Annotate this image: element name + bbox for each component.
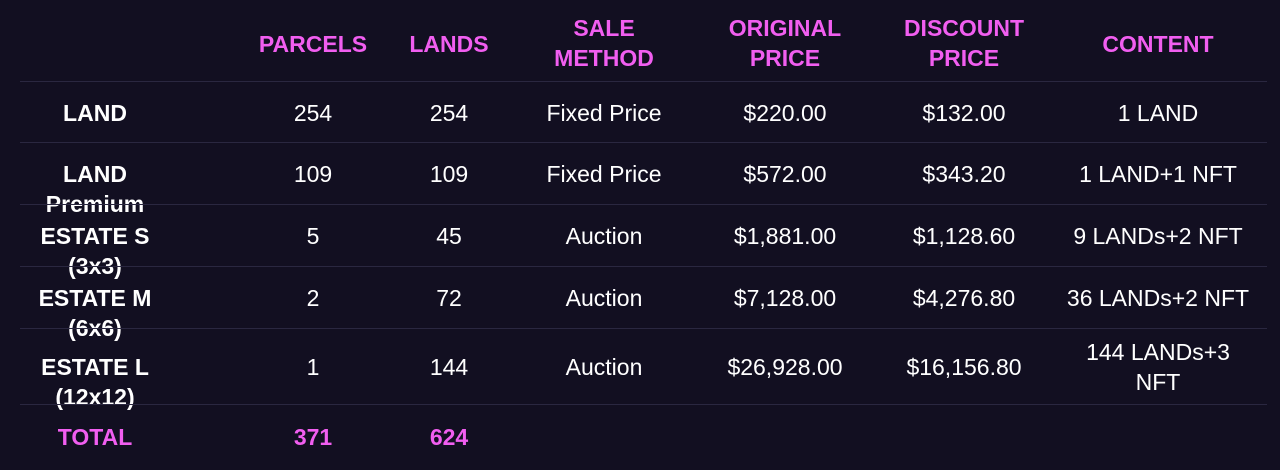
table-row: LAND Premium 109 109 Fixed Price $572.00…: [0, 143, 1280, 217]
header-lands: LANDS: [409, 31, 489, 57]
lands-cell: 144: [429, 354, 469, 380]
content-cell: 36 LANDs+2 NFT: [1066, 285, 1250, 311]
parcels-cell: 254: [293, 100, 333, 126]
total-lands: 624: [429, 424, 469, 450]
content-cell: 144 LANDs+3 NFT: [1086, 339, 1230, 395]
content-cell: 1 LAND+1 NFT: [1079, 161, 1237, 187]
content-cell: 1 LAND: [1117, 100, 1199, 126]
parcels-cell: 5: [306, 223, 320, 249]
sale-method-cell: Auction: [565, 354, 643, 380]
header-sale-method: SALE METHOD: [554, 15, 654, 71]
table-row: LAND 254 254 Fixed Price $220.00 $132.00…: [0, 82, 1280, 143]
lands-cell: 109: [429, 161, 469, 187]
table-row: ESTATE S (3x3) 5 45 Auction $1,881.00 $1…: [0, 205, 1280, 279]
original-price-cell: $7,128.00: [733, 285, 837, 311]
row-label: ESTATE S (3x3): [40, 223, 150, 279]
total-label: TOTAL: [57, 424, 133, 450]
total-parcels: 371: [293, 424, 333, 450]
discount-price-cell: $132.00: [922, 100, 1006, 126]
row-label: LAND: [63, 100, 127, 126]
table-row: ESTATE L (12x12) 1 144 Auction $26,928.0…: [0, 329, 1280, 410]
sale-method-cell: Fixed Price: [546, 161, 662, 187]
row-label: ESTATE L (12x12): [41, 354, 149, 410]
original-price-cell: $220.00: [743, 100, 827, 126]
discount-price-cell: $4,276.80: [912, 285, 1016, 311]
discount-price-cell: $16,156.80: [906, 354, 1022, 380]
sale-method-cell: Fixed Price: [546, 100, 662, 126]
header-original-price: ORIGINAL PRICE: [728, 15, 842, 71]
parcels-cell: 1: [306, 354, 320, 380]
content-cell: 9 LANDs+2 NFT: [1073, 223, 1243, 249]
table-row: ESTATE M (6x6) 2 72 Auction $7,128.00 $4…: [0, 267, 1280, 341]
header-parcels: PARCELS: [258, 31, 368, 57]
table-header-row: PARCELS LANDS SALE METHOD ORIGINAL PRICE…: [0, 0, 1280, 82]
original-price-cell: $26,928.00: [727, 354, 843, 380]
sale-method-cell: Auction: [565, 223, 643, 249]
header-discount-price: DISCOUNT PRICE: [903, 15, 1025, 71]
original-price-cell: $1,881.00: [733, 223, 837, 249]
parcels-cell: 109: [293, 161, 333, 187]
sale-method-cell: Auction: [565, 285, 643, 311]
discount-price-cell: $343.20: [922, 161, 1006, 187]
discount-price-cell: $1,128.60: [912, 223, 1016, 249]
lands-cell: 254: [429, 100, 469, 126]
parcels-cell: 2: [306, 285, 320, 311]
header-content: CONTENT: [1102, 31, 1214, 57]
original-price-cell: $572.00: [743, 161, 827, 187]
total-row: TOTAL 371 624: [0, 405, 1280, 470]
lands-cell: 72: [436, 285, 462, 311]
lands-cell: 45: [436, 223, 462, 249]
